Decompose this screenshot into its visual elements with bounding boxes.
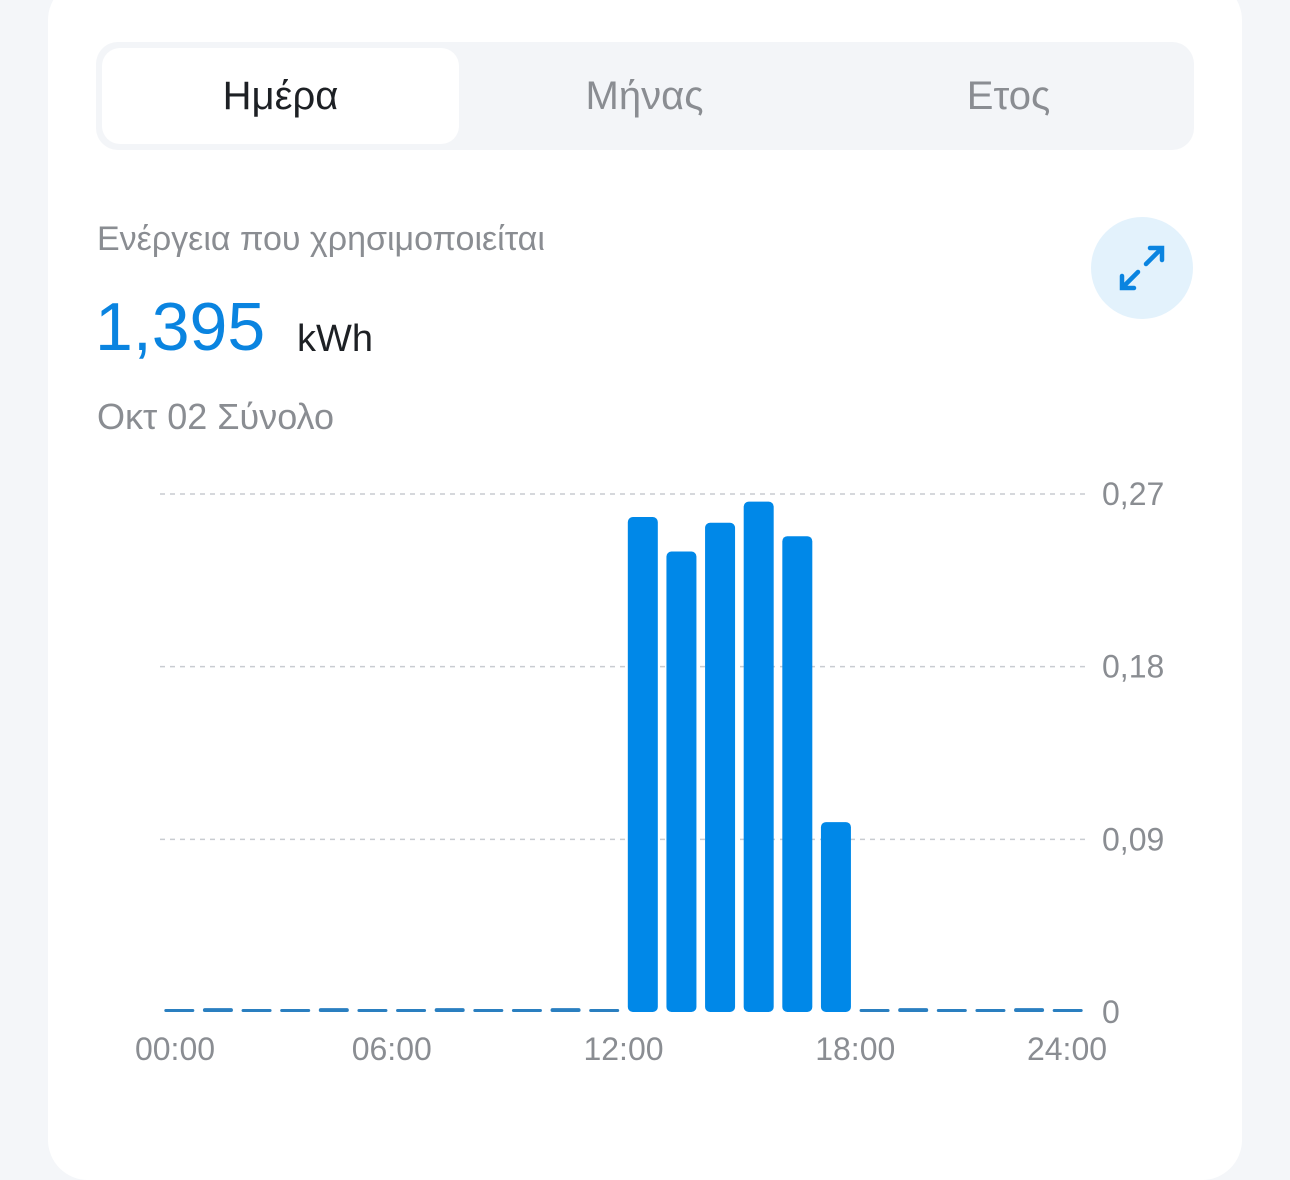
period-segmented-control: Ημέρα Μήνας Ετος bbox=[96, 42, 1194, 150]
metric-value: 1,395 bbox=[95, 289, 266, 365]
bar bbox=[898, 1008, 929, 1012]
expand-arrows-icon bbox=[1119, 245, 1165, 291]
x-tick-label: 06:00 bbox=[352, 1031, 432, 1067]
bar bbox=[318, 1008, 349, 1012]
bar bbox=[1052, 1009, 1083, 1012]
bar bbox=[820, 822, 851, 1012]
bar bbox=[1014, 1008, 1045, 1012]
bar bbox=[396, 1009, 427, 1012]
bar bbox=[975, 1009, 1006, 1012]
x-tick-label: 24:00 bbox=[1027, 1031, 1107, 1067]
x-tick-label: 18:00 bbox=[815, 1031, 895, 1067]
tab-day[interactable]: Ημέρα bbox=[102, 48, 459, 144]
bar bbox=[473, 1009, 504, 1012]
x-tick-label: 12:00 bbox=[583, 1031, 663, 1067]
x-tick-label: 00:00 bbox=[135, 1031, 215, 1067]
bar bbox=[589, 1009, 620, 1012]
bar bbox=[705, 522, 736, 1012]
metric-subtitle: Οκτ 02 Σύνολο bbox=[97, 396, 335, 437]
metric-unit: kWh bbox=[297, 318, 373, 360]
bar bbox=[280, 1009, 311, 1012]
bar bbox=[202, 1008, 233, 1012]
bar bbox=[936, 1009, 967, 1012]
bar bbox=[666, 551, 697, 1012]
metric-label: Ενέργεια που χρησιμοποιείται bbox=[97, 220, 545, 258]
bar bbox=[550, 1008, 581, 1012]
y-tick-label: 0,09 bbox=[1102, 821, 1164, 857]
y-tick-label: 0 bbox=[1102, 994, 1120, 1030]
energy-bar-chart: 0 0,09 0,18 0,27 00:00 06:00 12:00 18:00 24:00 bbox=[135, 476, 1164, 1067]
bar bbox=[511, 1009, 542, 1012]
bar bbox=[782, 536, 813, 1012]
expand-button[interactable] bbox=[1091, 217, 1193, 319]
bar bbox=[434, 1008, 465, 1012]
bar bbox=[859, 1009, 890, 1012]
y-tick-label: 0,18 bbox=[1102, 649, 1164, 685]
tab-month[interactable]: Μήνας bbox=[585, 73, 704, 118]
bar bbox=[743, 501, 774, 1012]
y-tick-label: 0,27 bbox=[1102, 476, 1164, 512]
bar bbox=[241, 1009, 272, 1012]
bar bbox=[164, 1009, 195, 1012]
tab-year[interactable]: Ετος bbox=[966, 73, 1051, 118]
bar bbox=[627, 517, 658, 1012]
bar bbox=[357, 1009, 388, 1012]
